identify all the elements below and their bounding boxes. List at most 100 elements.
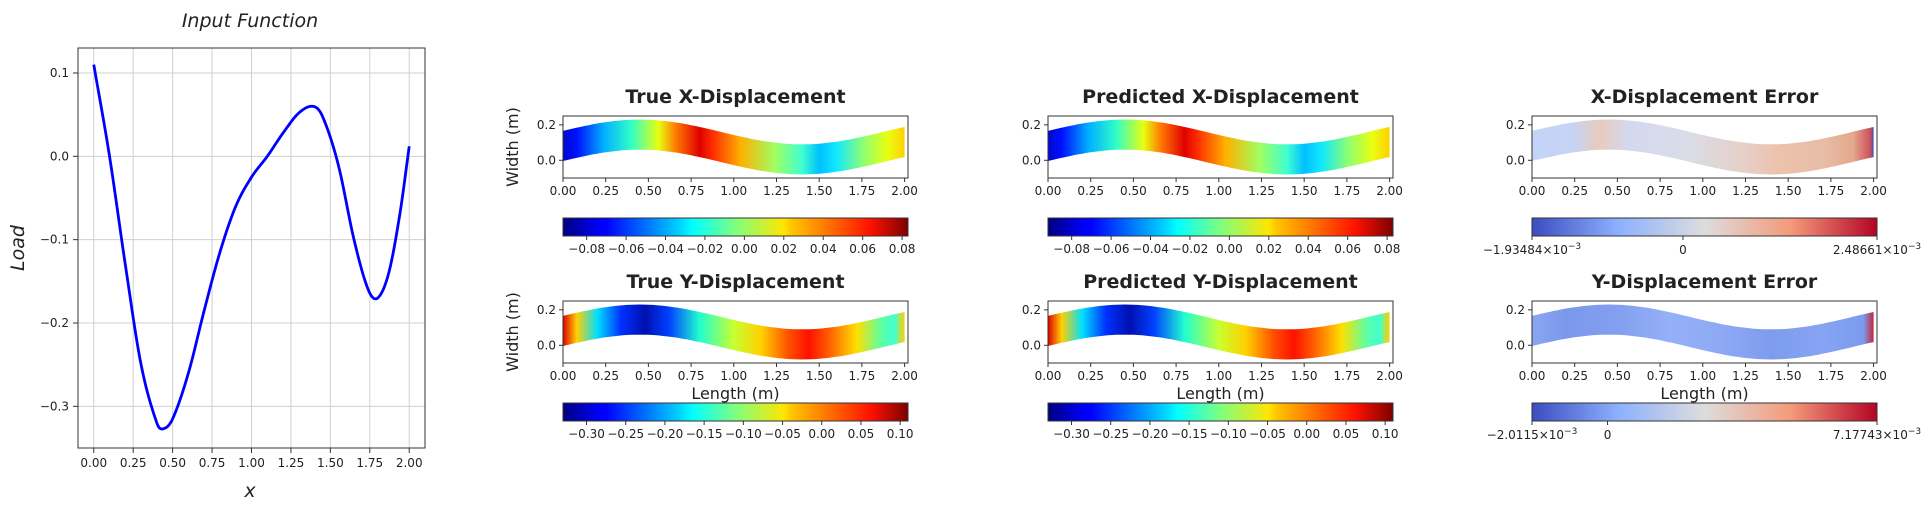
input-function-y-ticks: 0.1 0.0 −0.1 −0.2 −0.3 bbox=[40, 66, 78, 413]
y-tick-label: 0.0 bbox=[537, 338, 556, 352]
x-tick-label: 2.00 bbox=[1376, 184, 1403, 198]
x-tick-label: 1.50 bbox=[806, 369, 833, 383]
input-function-grid bbox=[78, 48, 425, 448]
panel-frame bbox=[562, 300, 909, 364]
displacement-field bbox=[563, 119, 905, 175]
y-tick-label: 0.2 bbox=[537, 303, 556, 317]
x-tick-label: 0.00 bbox=[1519, 184, 1546, 198]
colorbar-tick-label: 0 bbox=[1604, 428, 1612, 442]
displacement-field bbox=[1048, 304, 1390, 360]
x-tick-label: 0.25 bbox=[592, 184, 619, 198]
colorbar-tick-label: −0.02 bbox=[687, 242, 724, 256]
x-tick-label: 1.75 bbox=[849, 369, 876, 383]
panel-predicted-x-displacement: Predicted X-Displacement 0.00 0.25 0.50 0.75… bbox=[1022, 86, 1403, 256]
x-tick-label: 1.00 bbox=[720, 369, 747, 383]
colorbar-tick-label: −0.30 bbox=[568, 427, 605, 441]
x-tick-label: 1.25 bbox=[763, 184, 790, 198]
colorbar-tick-label: 0.04 bbox=[810, 242, 837, 256]
x-tick-label: 0.75 bbox=[1647, 369, 1674, 383]
panel-title: True X-Displacement bbox=[625, 86, 845, 108]
y-tick-label: 0.0 bbox=[1022, 338, 1041, 352]
input-function-xlabel: x bbox=[243, 480, 256, 502]
x-tick-label: 1.50 bbox=[1291, 184, 1318, 198]
y-tick-label: 0.0 bbox=[1506, 338, 1525, 352]
colorbar-tick-label: 0.06 bbox=[1334, 242, 1361, 256]
input-function-plot: Input Function 0.00 0.25 0.50 0.75 1.00 1.25 1… bbox=[7, 10, 426, 502]
y-tick-label: 0.2 bbox=[1022, 118, 1041, 132]
x-tick-label: 1.75 bbox=[356, 456, 383, 470]
colorbar-tick-label: 0.00 bbox=[808, 427, 835, 441]
y-tick-label: 0.0 bbox=[50, 149, 69, 163]
colorbar-tick-label: −0.20 bbox=[1132, 427, 1169, 441]
colorbar bbox=[1531, 217, 1878, 237]
panel-predicted-y-displacement: Predicted Y-Displacement 0.00 0.25 0.50 0.75… bbox=[1022, 271, 1403, 441]
x-tick-label: 1.00 bbox=[720, 184, 747, 198]
x-tick-label: 0.25 bbox=[592, 369, 619, 383]
x-tick-label: 0.50 bbox=[1120, 184, 1147, 198]
x-tick-label: 0.25 bbox=[1561, 369, 1588, 383]
panel-title: X-Displacement Error bbox=[1591, 86, 1819, 108]
x-tick-label: 1.25 bbox=[278, 456, 305, 470]
colorbar-tick-label: −0.04 bbox=[647, 242, 684, 256]
panel-frame bbox=[1047, 300, 1394, 364]
x-tick-label: 1.75 bbox=[1818, 184, 1845, 198]
colorbar-tick-label: 0.02 bbox=[770, 242, 797, 256]
colorbar bbox=[1047, 217, 1394, 237]
colorbar-tick-label: −0.10 bbox=[1210, 427, 1247, 441]
x-tick-label: 0.00 bbox=[1519, 369, 1546, 383]
x-tick-label: 0.75 bbox=[678, 184, 705, 198]
x-tick-label: 1.75 bbox=[1334, 369, 1361, 383]
x-tick-label: 1.75 bbox=[1818, 369, 1845, 383]
y-tick-label: −0.1 bbox=[40, 233, 69, 247]
x-tick-label: 0.25 bbox=[1561, 184, 1588, 198]
colorbar-tick-label: −0.10 bbox=[725, 427, 762, 441]
x-tick-label: 0.50 bbox=[1604, 184, 1631, 198]
colorbar bbox=[1531, 402, 1878, 422]
panel-title: Predicted X-Displacement bbox=[1082, 86, 1359, 108]
x-tick-label: 0.75 bbox=[199, 456, 226, 470]
x-tick-label: 0.50 bbox=[1120, 369, 1147, 383]
colorbar-tick-label: −0.25 bbox=[1092, 427, 1129, 441]
x-tick-label: 2.00 bbox=[1860, 369, 1887, 383]
panel-ylabel: Width (m) bbox=[503, 292, 522, 372]
colorbar-tick-label: −0.20 bbox=[647, 427, 684, 441]
x-tick-label: 0.00 bbox=[80, 456, 107, 470]
colorbar-tick-label: −2.0115×10−3 bbox=[1487, 427, 1578, 442]
x-tick-label: 1.00 bbox=[238, 456, 265, 470]
panel-true-x-displacement: True X-Displacement 0.00 0.25 0.50 0.75 1.00 1… bbox=[503, 86, 918, 256]
colorbar-tick-label: −0.05 bbox=[764, 427, 801, 441]
colorbar-tick-label: 0.08 bbox=[889, 242, 916, 256]
displacement-field bbox=[1532, 304, 1874, 360]
colorbar-tick-label: −0.15 bbox=[686, 427, 723, 441]
x-tick-label: 0.25 bbox=[1077, 369, 1104, 383]
x-tick-label: 0.50 bbox=[635, 184, 662, 198]
colorbar-tick-label: −0.30 bbox=[1053, 427, 1090, 441]
x-tick-label: 1.25 bbox=[1248, 184, 1275, 198]
x-tick-label: 2.00 bbox=[891, 184, 918, 198]
x-tick-label: 0.00 bbox=[550, 369, 577, 383]
x-tick-label: 1.00 bbox=[1205, 184, 1232, 198]
y-tick-label: 0.0 bbox=[1506, 153, 1525, 167]
x-tick-label: 1.75 bbox=[849, 184, 876, 198]
x-tick-label: 0.00 bbox=[1035, 184, 1062, 198]
x-tick-label: 0.25 bbox=[120, 456, 147, 470]
y-tick-label: 0.2 bbox=[537, 118, 556, 132]
colorbar-tick-label: −1.93484×10−3 bbox=[1483, 242, 1581, 257]
y-tick-label: −0.2 bbox=[40, 316, 69, 330]
displacement-field bbox=[563, 304, 905, 360]
colorbar-tick-label: 2.48661×10−3 bbox=[1833, 242, 1921, 257]
panel-true-y-displacement: True Y-Displacement 0.00 0.25 0.50 0.75 1.00 1… bbox=[503, 271, 918, 441]
colorbar-tick-label: −0.02 bbox=[1172, 242, 1209, 256]
x-tick-label: 2.00 bbox=[1860, 184, 1887, 198]
panel-title: True Y-Displacement bbox=[626, 271, 844, 293]
x-tick-label: 2.00 bbox=[891, 369, 918, 383]
x-tick-label: 1.50 bbox=[1775, 369, 1802, 383]
colorbar bbox=[1047, 402, 1394, 422]
colorbar-tick-label: 0.10 bbox=[887, 427, 914, 441]
y-tick-label: 0.0 bbox=[537, 153, 556, 167]
colorbar bbox=[562, 217, 909, 237]
x-tick-label: 0.75 bbox=[1163, 184, 1190, 198]
y-tick-label: −0.3 bbox=[40, 399, 69, 413]
y-tick-label: 0.2 bbox=[1506, 303, 1525, 317]
